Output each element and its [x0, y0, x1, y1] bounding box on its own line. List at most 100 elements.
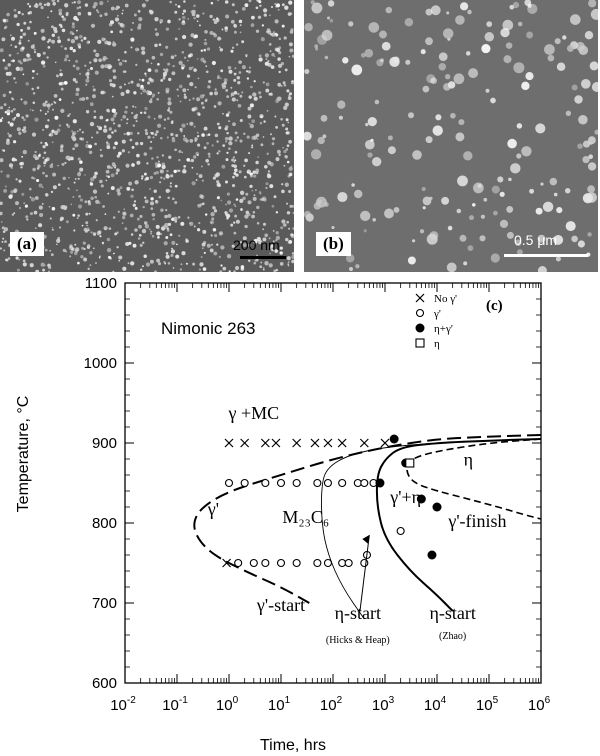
precipitate	[212, 227, 217, 232]
precipitate	[455, 132, 465, 142]
precipitate	[110, 117, 115, 122]
precipitate	[116, 245, 119, 249]
precipitate	[542, 201, 554, 213]
precipitate	[228, 69, 233, 74]
x-tick-label: 104	[424, 695, 447, 714]
precipitate	[150, 207, 154, 210]
precipitate	[2, 18, 6, 23]
precipitate	[167, 62, 171, 66]
precipitate	[286, 202, 289, 205]
precipitate	[148, 77, 152, 81]
marker-cross	[224, 438, 234, 448]
precipitate	[114, 111, 118, 115]
precipitate	[360, 52, 366, 58]
precipitate	[140, 84, 144, 88]
x-tick-label: 10-2	[110, 695, 136, 714]
precipitate	[267, 60, 270, 63]
precipitate	[174, 184, 178, 188]
precipitate	[157, 91, 160, 94]
precipitate	[124, 110, 128, 114]
precipitate	[168, 107, 171, 110]
precipitate	[224, 29, 228, 32]
precipitate	[205, 70, 209, 74]
precipitate	[289, 48, 294, 53]
precipitate	[76, 37, 79, 39]
precipitate	[171, 71, 176, 76]
precipitate	[59, 72, 63, 77]
precipitate	[193, 4, 196, 8]
precipitate	[36, 52, 39, 55]
precipitate	[144, 128, 148, 132]
precipitate	[214, 234, 218, 238]
precipitate	[121, 9, 124, 12]
precipitate	[63, 80, 68, 85]
precipitate	[72, 213, 76, 217]
precipitate	[16, 22, 20, 27]
precipitate	[473, 182, 484, 194]
precipitate	[35, 269, 40, 272]
precipitate	[79, 198, 84, 202]
precipitate	[204, 38, 207, 41]
precipitate	[89, 61, 92, 64]
y-tick-label: 600	[92, 675, 117, 692]
precipitate	[258, 0, 262, 4]
precipitate	[139, 214, 143, 218]
precipitate	[37, 164, 41, 168]
precipitate	[283, 223, 287, 227]
precipitate	[571, 235, 578, 243]
scale-bar-b	[504, 254, 588, 257]
precipitate	[513, 62, 525, 74]
precipitate	[121, 149, 126, 153]
precipitate	[23, 126, 27, 130]
precipitate	[134, 228, 138, 232]
precipitate	[591, 81, 598, 93]
precipitate	[430, 77, 438, 85]
precipitate	[242, 196, 246, 201]
precipitate	[72, 147, 75, 151]
precipitate	[278, 37, 282, 41]
precipitate	[112, 75, 117, 80]
precipitate	[58, 12, 62, 16]
precipitate	[219, 48, 224, 52]
precipitate	[94, 171, 98, 176]
precipitate	[21, 155, 24, 158]
precipitate	[577, 240, 585, 248]
precipitate	[237, 103, 242, 108]
precipitate	[87, 11, 91, 15]
precipitate	[51, 163, 53, 165]
precipitate	[31, 176, 34, 180]
precipitate	[247, 106, 252, 111]
precipitate	[81, 246, 85, 250]
precipitate	[159, 181, 162, 184]
precipitate	[206, 47, 211, 51]
precipitate	[114, 141, 118, 146]
precipitate	[158, 43, 162, 47]
precipitate	[40, 6, 44, 10]
precipitate	[19, 66, 24, 72]
precipitate	[217, 182, 221, 186]
precipitate	[37, 154, 41, 158]
precipitate	[351, 64, 363, 76]
precipitate	[289, 204, 293, 208]
precipitate	[62, 176, 67, 181]
precipitate	[235, 10, 239, 14]
precipitate	[52, 1, 57, 6]
precipitate	[170, 174, 174, 178]
precipitate	[97, 39, 102, 45]
precipitate	[108, 79, 113, 83]
precipitate	[190, 10, 194, 14]
precipitate	[459, 2, 469, 11]
precipitate	[13, 212, 16, 215]
precipitate	[446, 11, 450, 15]
precipitate	[580, 78, 591, 89]
precipitate	[58, 98, 62, 101]
precipitate	[41, 36, 46, 41]
precipitate	[239, 24, 242, 27]
precipitate	[255, 160, 259, 165]
precipitate	[214, 133, 219, 138]
precipitate	[145, 131, 149, 136]
precipitate	[181, 251, 186, 256]
marker-open-circle	[313, 478, 322, 488]
precipitate	[10, 109, 14, 113]
x-tick-exponent: 6	[545, 695, 551, 706]
